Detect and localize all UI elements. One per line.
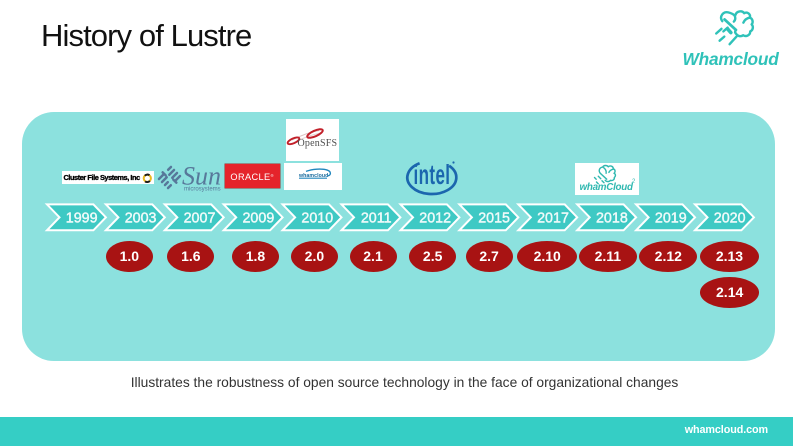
svg-text:2018: 2018 xyxy=(596,210,628,226)
svg-text:2019: 2019 xyxy=(655,210,687,226)
svg-text:2009: 2009 xyxy=(242,210,274,226)
svg-text:2015: 2015 xyxy=(478,210,510,226)
svg-text:2: 2 xyxy=(631,179,636,185)
svg-text:whamcloud: whamcloud xyxy=(298,172,328,178)
svg-text:Sun: Sun xyxy=(182,162,221,191)
svg-text:Whamcloud: Whamcloud xyxy=(683,49,780,69)
svg-text:2017: 2017 xyxy=(537,210,569,226)
svg-text:2003: 2003 xyxy=(125,210,157,226)
svg-text:1999: 1999 xyxy=(66,210,98,226)
svg-text:2012: 2012 xyxy=(419,210,451,226)
svg-text:2007: 2007 xyxy=(184,210,216,226)
svg-text:OpenSFS: OpenSFS xyxy=(298,138,338,149)
svg-text:2020: 2020 xyxy=(714,210,746,226)
svg-text:microsystems: microsystems xyxy=(184,187,221,193)
svg-text:2011: 2011 xyxy=(361,210,392,226)
svg-text:whamCloud: whamCloud xyxy=(580,182,635,193)
svg-text:2010: 2010 xyxy=(301,210,333,226)
